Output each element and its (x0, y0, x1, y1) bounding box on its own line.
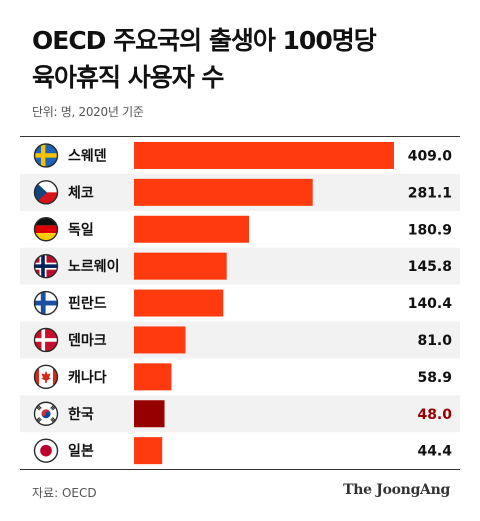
chart-title: OECD 주요국의 출생아 100명당 육아휴직 사용자 수 (32, 22, 462, 96)
bar (134, 289, 224, 317)
row-band (20, 321, 460, 359)
bar (134, 363, 172, 391)
bar (134, 437, 163, 465)
value-label: 48.0 (417, 407, 452, 423)
chart-row-3: 노르웨이 145.8 (20, 247, 460, 285)
category-label: 노르웨이 (68, 258, 120, 275)
czech-flag (33, 180, 59, 205)
row-band (20, 247, 460, 285)
title-line-2: 육아휴직 사용자 수 (32, 63, 224, 92)
chart-row-4: 핀란드 140.4 (33, 289, 453, 317)
japan-flag (33, 438, 59, 463)
chart-row-2: 독일 180.9 (33, 215, 452, 243)
unit-note: 단위: 명, 2020년 기준 (32, 105, 144, 119)
value-label: 140.4 (408, 296, 453, 312)
chart-row-7: 한국 48.0 (20, 395, 460, 433)
row-band (20, 395, 460, 433)
germany-flag (33, 217, 59, 242)
bar (134, 400, 165, 428)
bar-chart: 스웨덴 409.0 체코 281.1 독일 180.9 노르웨이 145.8 핀란드 140.4 덴… (20, 141, 460, 465)
norway-flag (33, 253, 59, 279)
bottom-divider (20, 469, 460, 470)
chart-row-8: 일본 44.4 (33, 437, 452, 465)
bar (134, 178, 313, 206)
category-label: 체코 (68, 185, 94, 201)
denmark-flag (33, 327, 59, 353)
category-label: 한국 (68, 407, 94, 423)
category-label: 스웨덴 (68, 148, 107, 164)
value-label: 281.1 (408, 185, 452, 201)
title-line-1: OECD 주요국의 출생아 100명당 (32, 26, 377, 55)
category-label: 캐나다 (68, 370, 107, 386)
category-label: 일본 (68, 444, 94, 460)
top-divider (20, 136, 460, 137)
value-label: 145.8 (408, 259, 452, 275)
korea-flag (33, 401, 59, 426)
chart-row-5: 덴마크 81.0 (20, 321, 460, 359)
bar (134, 215, 249, 243)
value-label: 409.0 (408, 148, 453, 164)
value-label: 44.4 (417, 444, 452, 460)
chart-row-1: 체코 281.1 (20, 173, 460, 211)
canada-flag (33, 364, 59, 390)
bar (134, 252, 227, 280)
bar (134, 141, 394, 169)
sweden-flag (33, 143, 59, 168)
finland-flag (33, 290, 59, 316)
category-label: 핀란드 (68, 295, 107, 312)
category-label: 덴마크 (68, 333, 107, 349)
value-label: 180.9 (408, 222, 452, 238)
brand-logo: The JoongAng (343, 482, 450, 498)
chart-row-0: 스웨덴 409.0 (33, 141, 453, 169)
category-label: 독일 (68, 222, 94, 238)
value-label: 58.9 (417, 370, 452, 386)
bar (134, 326, 186, 354)
value-label: 81.0 (417, 333, 452, 349)
chart-row-6: 캐나다 58.9 (33, 363, 452, 391)
source-note: 자료: OECD (32, 486, 97, 500)
